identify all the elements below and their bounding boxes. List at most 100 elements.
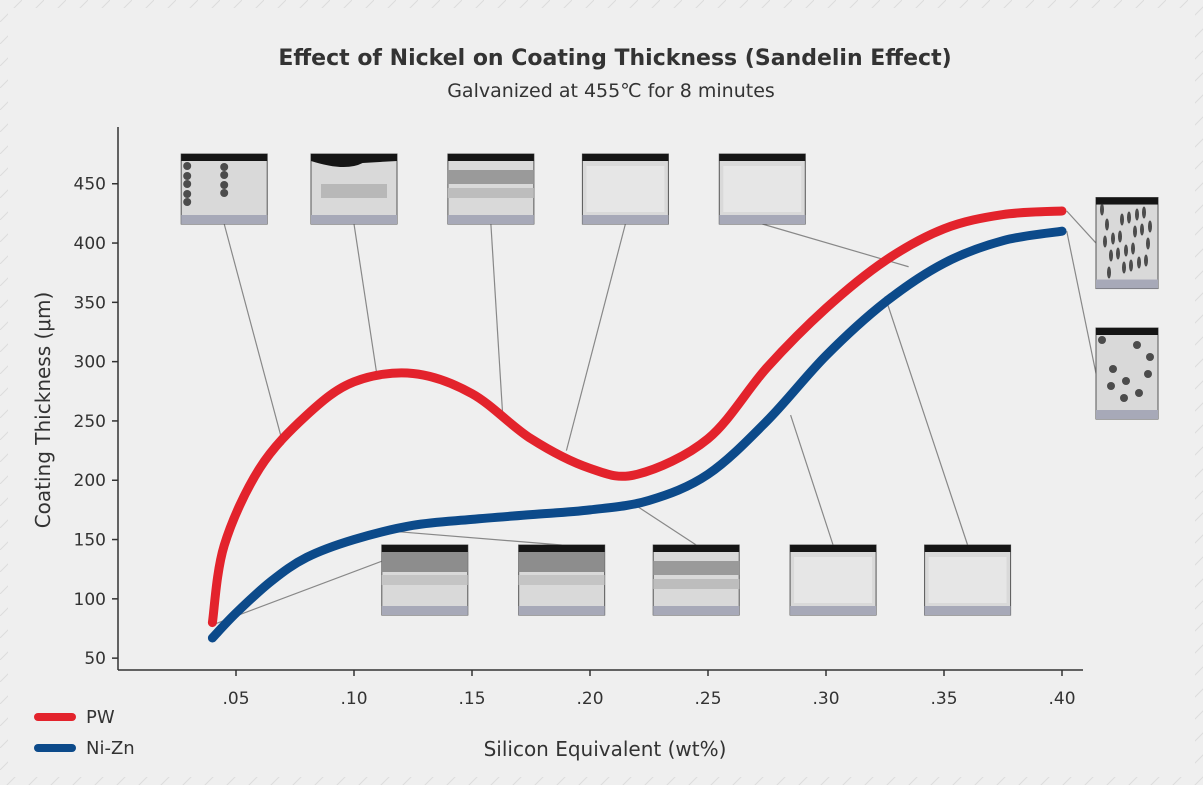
micrograph-grain (1127, 211, 1131, 224)
micrograph-grain (183, 198, 192, 206)
micrograph-wave (311, 154, 397, 168)
micrograph-substrate (381, 606, 468, 615)
micrograph-grain (1098, 336, 1106, 344)
micrograph-grain (1107, 382, 1115, 390)
micrograph-grain (1146, 237, 1150, 250)
micrograph-grain (1120, 213, 1124, 226)
micrograph-layer (321, 184, 387, 198)
y-axis-label: Coating Thickness (μm) (31, 292, 55, 529)
micrograph-layer (586, 166, 665, 212)
y-tick-label: 400 (74, 234, 106, 254)
micrograph-grain (1109, 365, 1117, 373)
micrograph-layer (447, 188, 534, 198)
micrograph-layer (381, 575, 468, 585)
micrograph-grain (1148, 220, 1152, 233)
micrograph-grain (1120, 394, 1128, 402)
micrograph-grain (1105, 218, 1109, 231)
pw-micrograph-4 (565, 153, 669, 451)
series-line-pw (207, 206, 1067, 628)
micrograph-grain (1116, 247, 1120, 260)
y-tick-label: 300 (74, 353, 106, 373)
chart-panel (8, 8, 1195, 777)
micrograph-grain (1137, 256, 1141, 269)
micrograph-grain (220, 163, 229, 171)
micrograph-layer (653, 561, 740, 575)
micrograph-grain (1109, 249, 1113, 262)
micrograph-grain (1107, 266, 1111, 279)
leader-line (884, 296, 969, 546)
micrograph-substrate (790, 606, 877, 615)
micrograph-top-band (582, 154, 669, 161)
leader-line (1066, 210, 1097, 244)
y-tick-label: 50 (84, 649, 106, 669)
x-tick-label: .15 (458, 689, 485, 709)
micrograph-substrate (181, 215, 268, 224)
leader-line (1066, 231, 1097, 374)
micrograph-top-band (1096, 197, 1158, 205)
micrograph-layer (381, 552, 468, 572)
x-tick-label: .40 (1048, 689, 1075, 709)
x-tick-label: .05 (222, 689, 249, 709)
micrograph-grain (220, 189, 229, 197)
micrograph-grain (1100, 203, 1104, 216)
micrograph-grain (1142, 206, 1146, 219)
micrograph-top-band (181, 154, 268, 161)
pw-micrograph-3 (447, 153, 535, 416)
chart-title: Effect of Nickel on Coating Thickness (S… (278, 46, 951, 71)
y-tick-label: 200 (74, 471, 106, 491)
pw-micrograph-6 (1066, 197, 1159, 290)
chart-subtitle: Galvanized at 455℃ for 8 minutes (447, 80, 775, 102)
y-tick-label: 250 (74, 412, 106, 432)
nizn-micrograph-6 (1066, 231, 1159, 420)
x-tick-label: .25 (694, 689, 721, 709)
micrograph-top-band (447, 154, 534, 161)
micrograph-grain (1135, 389, 1143, 397)
micrograph-grain (1131, 242, 1135, 255)
nizn-micrograph-1 (212, 544, 469, 626)
pw-micrograph-1 (180, 153, 284, 445)
legend-label-pw: PW (86, 707, 115, 728)
leader-line (377, 529, 562, 546)
micrograph-grain (220, 171, 229, 179)
leader-line (490, 223, 504, 416)
micrograph-grain (1122, 377, 1130, 385)
micrograph-top-band (790, 545, 877, 552)
nizn-micrograph-3 (636, 505, 740, 616)
micrograph-layer (518, 575, 605, 585)
micrograph-grain (1140, 223, 1144, 236)
micrograph-grain (183, 172, 192, 180)
series-line-nizn (207, 226, 1067, 643)
x-axis-ticks: .05 .10 .15 .20 .25 .30 .35 .40 (222, 670, 1076, 709)
micrograph-top-band (518, 545, 605, 552)
micrograph-grain (1133, 225, 1137, 238)
micrograph-layer (928, 557, 1007, 603)
micrograph-layer (653, 579, 740, 589)
leader-line (353, 223, 379, 380)
micrograph-substrate (719, 215, 806, 224)
micrograph-grain (183, 190, 192, 198)
y-tick-label: 150 (74, 531, 106, 551)
micrograph-top-band (1096, 328, 1158, 335)
micrograph-layer (723, 166, 802, 212)
micrograph-grain (1122, 261, 1126, 274)
pw-micrograph-2 (310, 153, 398, 380)
y-tick-label: 450 (74, 175, 106, 195)
x-axis-label: Silicon Equivalent (wt%) (484, 737, 727, 761)
micrograph-substrate (311, 215, 397, 224)
micrograph-top-band (381, 545, 468, 552)
leader-line (565, 223, 626, 451)
nizn-micrograph-4 (789, 414, 877, 616)
legend: PW Ni-Zn (34, 707, 135, 759)
micrograph-grain (1103, 235, 1107, 248)
micrograph-grain (1129, 259, 1133, 272)
x-tick-label: .35 (930, 689, 957, 709)
micrograph-substrate (1096, 279, 1158, 289)
legend-label-nizn: Ni-Zn (86, 738, 135, 759)
micrograph-grain (183, 162, 192, 170)
micrograph-substrate (924, 606, 1011, 615)
micrograph-grain (183, 180, 192, 188)
micrograph-substrate (518, 606, 605, 615)
series-layer (207, 206, 1067, 643)
